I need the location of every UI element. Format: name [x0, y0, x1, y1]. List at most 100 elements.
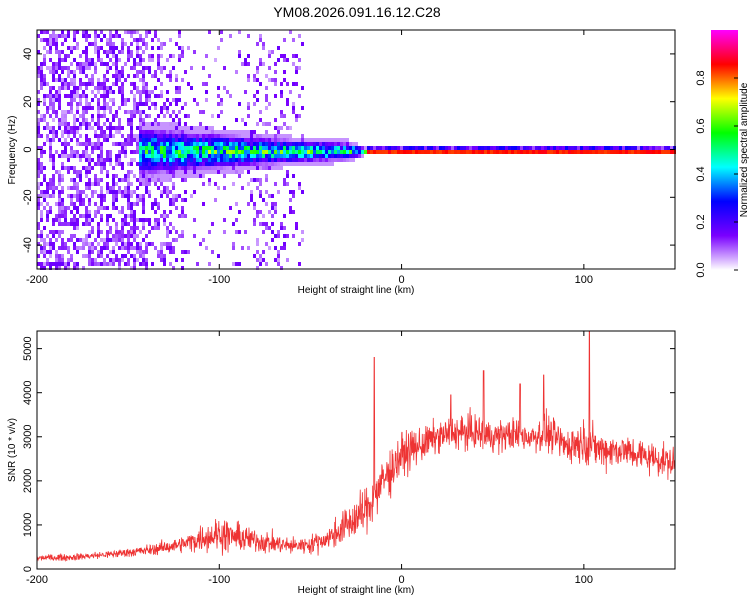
- spectrogram-cell: [130, 90, 133, 94]
- spectrogram-cell: [112, 134, 115, 138]
- spectrogram-cell: [151, 162, 154, 166]
- spectrogram-cell: [148, 166, 151, 170]
- spectrogram-cell: [178, 46, 181, 50]
- spectrogram-cell: [73, 122, 76, 126]
- spectrogram-cell: [256, 98, 259, 102]
- spectrogram-cell: [202, 138, 205, 142]
- spectrogram-cell: [124, 154, 127, 158]
- spectrogram-cell: [145, 122, 148, 126]
- spectrogram-cell: [52, 70, 55, 74]
- spectrogram-cell: [181, 150, 184, 154]
- spectrogram-cell: [277, 230, 280, 234]
- spectrogram-cell: [52, 126, 55, 130]
- spectrogram-cell: [148, 230, 151, 234]
- spectrogram-cell: [82, 254, 85, 258]
- spectrogram-cell: [169, 146, 172, 150]
- spectrogram-cell: [235, 146, 238, 150]
- spectrogram-cell: [58, 58, 61, 62]
- spectrogram-cell: [76, 110, 79, 114]
- spectrogram-cell: [115, 222, 118, 226]
- spectrogram-cell: [61, 122, 64, 126]
- spectrogram-cell: [241, 158, 244, 162]
- spectrogram-cell: [40, 190, 43, 194]
- spectrogram-cell: [55, 34, 58, 38]
- spectrogram-cell: [64, 166, 67, 170]
- spectrogram-cell: [133, 258, 136, 262]
- spectrogram-cell: [49, 194, 52, 198]
- spectrogram-cell: [334, 138, 337, 142]
- spectrogram-cell: [268, 154, 271, 158]
- spectrogram-cell: [166, 186, 169, 190]
- spectrogram-cell: [178, 234, 181, 238]
- spectrogram-cell: [298, 94, 301, 98]
- spectrogram-cell: [121, 206, 124, 210]
- spectrogram-cell: [94, 30, 97, 34]
- spectrogram-cell: [37, 74, 40, 78]
- spectrogram-cell: [172, 166, 175, 170]
- spectrogram-cell: [58, 170, 61, 174]
- spectrogram-cell: [70, 154, 73, 158]
- spectrogram-cell: [268, 210, 271, 214]
- spectrogram-cell: [124, 242, 127, 246]
- spectrogram-cell: [103, 34, 106, 38]
- spectrogram-cell: [292, 174, 295, 178]
- spectrogram-cell: [52, 118, 55, 122]
- spectrogram-cell: [358, 150, 361, 154]
- spectrogram-cell: [100, 166, 103, 170]
- spectrogram-cell: [73, 154, 76, 158]
- spectrogram-cell: [58, 118, 61, 122]
- spectrogram-cell: [115, 130, 118, 134]
- spectrogram-cell: [109, 50, 112, 54]
- spectrogram-cell: [151, 102, 154, 106]
- spectrogram-cell: [319, 150, 322, 154]
- spectrogram-cell: [166, 98, 169, 102]
- spectrogram-cell: [175, 194, 178, 198]
- spectrogram-cell: [58, 122, 61, 126]
- spectrogram-cell: [388, 146, 391, 150]
- spectrogram-cell: [52, 110, 55, 114]
- spectrogram-cell: [145, 46, 148, 50]
- spectrogram-cell: [88, 126, 91, 130]
- spectrogram-cell: [40, 246, 43, 250]
- spectrogram-cell: [637, 146, 640, 150]
- spectrogram-cell: [130, 42, 133, 46]
- spectrogram-cell: [118, 154, 121, 158]
- spectrogram-cell: [172, 134, 175, 138]
- spectrogram-cell: [43, 58, 46, 62]
- spectrogram-cell: [199, 134, 202, 138]
- spectrogram-cell: [154, 130, 157, 134]
- spectrogram-cell: [49, 142, 52, 146]
- spectrogram-cell: [196, 154, 199, 158]
- snr-y-tick-label: 2000: [22, 469, 34, 493]
- spectrogram-cell: [355, 146, 358, 150]
- spectrogram-cell: [187, 162, 190, 166]
- spectrogram-cell: [64, 154, 67, 158]
- spectrogram-cell: [193, 150, 196, 154]
- spectrogram-cell: [175, 238, 178, 242]
- spectrogram-cell: [640, 146, 643, 150]
- spectrogram-cell: [76, 150, 79, 154]
- spectrogram-cell: [55, 94, 58, 98]
- spectrogram-cell: [133, 158, 136, 162]
- spectrogram-cell: [163, 134, 166, 138]
- spectrogram-cell: [448, 150, 451, 154]
- spectrogram-cell: [61, 178, 64, 182]
- spectrogram-cell: [61, 258, 64, 262]
- spectrogram-cell: [241, 186, 244, 190]
- spectrogram-cell: [349, 150, 352, 154]
- spectrogram-cell: [112, 90, 115, 94]
- spectrogram-cell: [181, 178, 184, 182]
- spectrogram-cell: [88, 258, 91, 262]
- spectrogram-cell: [73, 206, 76, 210]
- spectrogram-cell: [187, 146, 190, 150]
- spectrogram-cell: [343, 150, 346, 154]
- spectrogram-cell: [334, 146, 337, 150]
- spectrogram-cell: [97, 206, 100, 210]
- spectrogram-cell: [73, 266, 76, 270]
- spectrogram-cell: [181, 206, 184, 210]
- spectrogram-cell: [43, 30, 46, 34]
- spectrogram-cell: [160, 258, 163, 262]
- spectrogram-cell: [289, 142, 292, 146]
- spectrogram-cell: [172, 146, 175, 150]
- spectrogram-cell: [172, 266, 175, 270]
